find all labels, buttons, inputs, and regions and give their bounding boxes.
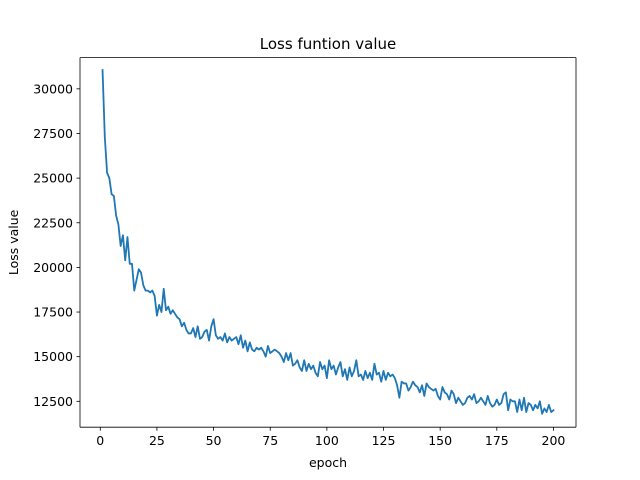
loss-series-line (101, 69, 555, 415)
x-axis-label: epoch (309, 455, 347, 470)
chart-title: Loss funtion value (260, 35, 396, 53)
y-tick-label: 27500 (33, 126, 73, 141)
x-tick-label: 100 (315, 433, 339, 448)
x-axis-ticks: 0 25 50 75 100 125 150 175 200 (96, 427, 565, 448)
axes-frame (79, 57, 577, 428)
y-axis-label: Loss value (6, 209, 21, 275)
y-tick-label: 30000 (33, 81, 73, 96)
x-tick-label: 150 (428, 433, 452, 448)
y-tick-label: 17500 (33, 305, 73, 320)
y-tick-label: 22500 (33, 215, 73, 230)
x-tick-label: 125 (372, 433, 396, 448)
y-tick-label: 15000 (33, 349, 73, 364)
y-axis-ticks: 12500 15000 17500 20000 22500 25000 27500 30000 (33, 81, 80, 409)
y-tick-label: 25000 (33, 171, 73, 186)
y-tick-label: 20000 (33, 260, 73, 275)
y-tick-label: 12500 (33, 394, 73, 409)
x-tick-label: 0 (96, 433, 104, 448)
x-tick-label: 25 (149, 433, 165, 448)
x-tick-label: 175 (485, 433, 509, 448)
x-tick-label: 200 (542, 433, 566, 448)
x-tick-label: 50 (206, 433, 222, 448)
x-tick-label: 75 (262, 433, 278, 448)
